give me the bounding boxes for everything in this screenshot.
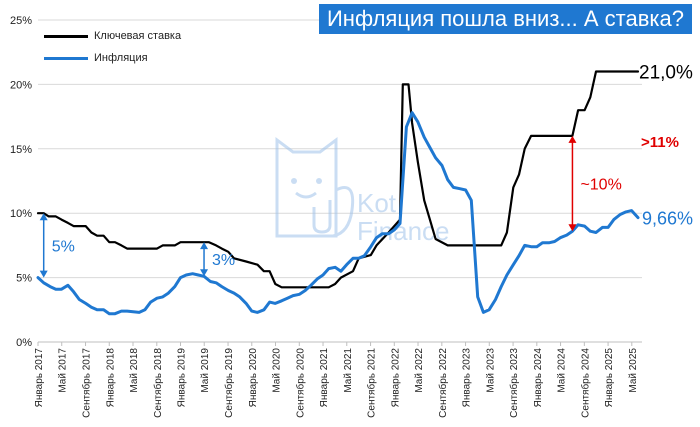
x-tick-label: Сентябрь 2018: [152, 348, 164, 418]
x-tick-label: Январь 2018: [105, 348, 116, 408]
annotation-arrowhead-bottom: [39, 270, 48, 278]
annotation-0: 5%: [39, 213, 75, 278]
x-tick-label: Сентябрь 2022: [437, 348, 449, 418]
x-tick-label: Январь 2024: [533, 348, 544, 408]
x-tick-label: Сентябрь 2019: [223, 348, 235, 418]
annotation-2: ~10%: [568, 135, 622, 232]
y-tick-label: 20%: [10, 79, 32, 91]
annotation-1: 3%: [200, 242, 235, 277]
legend-swatch-inflation: [44, 56, 88, 60]
legend-label-rate: Ключевая ставка: [94, 30, 182, 42]
x-tick-label: Май 2019: [200, 348, 211, 393]
end-label: >11%: [641, 134, 679, 151]
x-tick-label: Сентябрь 2021: [366, 348, 378, 418]
axes: 0% 5% 10% 15% 20% 25% Январь 2017 Май 2017 Сентя…: [10, 15, 642, 418]
x-tick-label: Май 2017: [58, 348, 69, 393]
cat-icon: [275, 137, 355, 238]
y-tick-label: 5%: [16, 273, 32, 285]
end-label: 9,66%: [642, 209, 693, 229]
legend-label-inflation: Инфляция: [94, 52, 148, 64]
y-tick-label: 0%: [16, 337, 32, 349]
x-tick-label: Сентябрь 2024: [579, 348, 591, 418]
x-tick-label: Январь 2025: [604, 348, 615, 408]
x-tick-label: Май 2018: [129, 348, 140, 393]
watermark-line1: Kot: [357, 188, 397, 218]
annotation-label: 5%: [52, 238, 75, 255]
x-tick-label: Май 2021: [343, 348, 354, 393]
legend-item-inflation: Инфляция: [44, 47, 181, 69]
x-tick-label: Январь 2021: [319, 348, 330, 408]
annotation-arrowhead-top: [568, 135, 577, 143]
legend-item-rate: Ключевая ставка: [44, 25, 181, 47]
chart-title: Инфляция пошла вниз... А ставка?: [318, 4, 692, 34]
legend: Ключевая ставка Инфляция: [44, 25, 181, 69]
annotation-arrowhead-top: [200, 242, 209, 250]
annotation-label: ~10%: [580, 177, 621, 194]
x-tick-label: Май 2022: [414, 348, 425, 393]
x-tick-label: Май 2025: [628, 348, 639, 393]
series-line-inflation: [36, 111, 640, 316]
y-tick-label: 15%: [10, 144, 32, 156]
x-tick-label: Май 2020: [272, 348, 283, 393]
annotation-arrowhead-bottom: [568, 224, 577, 232]
x-tick-label: Январь 2023: [462, 348, 473, 408]
x-tick-label: Январь 2020: [248, 348, 259, 408]
series-line-rate: [36, 70, 640, 289]
y-tick-label: 10%: [10, 208, 32, 220]
series-layer: [36, 70, 640, 316]
watermark-line2: Finance: [357, 216, 450, 246]
x-tick-label: Январь 2022: [390, 348, 401, 408]
x-tick-label: Сентябрь 2017: [81, 348, 93, 418]
x-tick-label: Сентябрь 2020: [294, 348, 306, 418]
legend-swatch-rate: [44, 34, 88, 38]
x-tick-label: Май 2023: [485, 348, 496, 393]
annotation-arrowhead-bottom: [200, 269, 209, 277]
y-tick-label: 25%: [10, 15, 32, 27]
x-tick-label: Январь 2019: [177, 348, 188, 408]
annotations-layer: 5% 3% ~10% 21,0% 9,66% >11%: [39, 63, 693, 278]
end-label: 21,0%: [639, 63, 693, 84]
annotation-arrowhead-top: [39, 213, 48, 221]
annotation-label: 3%: [212, 252, 235, 269]
watermark: Kot Finance: [275, 137, 450, 246]
x-tick-label: Май 2024: [557, 348, 568, 393]
x-tick-label: Сентябрь 2023: [508, 348, 520, 418]
x-tick-label: Январь 2017: [34, 348, 45, 408]
